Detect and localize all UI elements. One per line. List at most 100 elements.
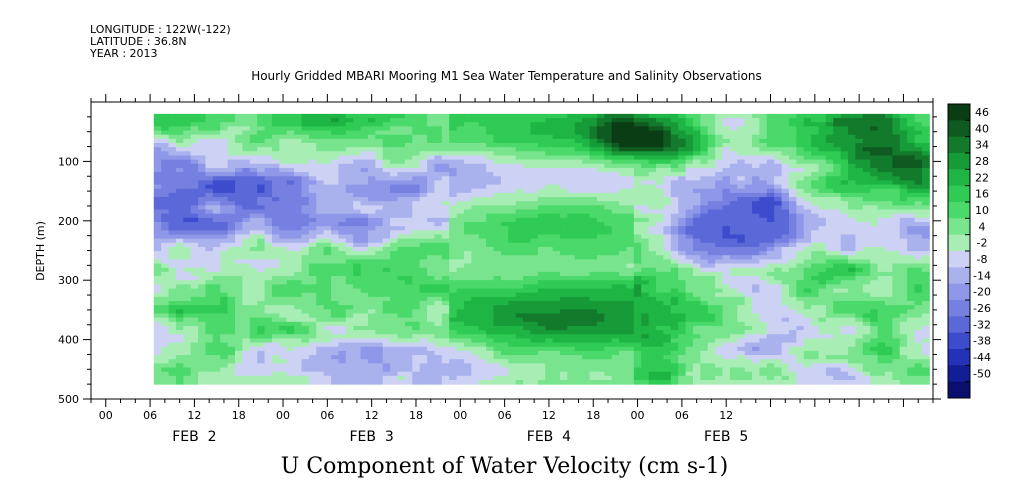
heatmap-cell bbox=[205, 188, 214, 194]
heatmap-cell bbox=[412, 367, 421, 373]
heatmap-cell bbox=[486, 246, 495, 252]
heatmap-cell bbox=[545, 371, 554, 377]
heatmap-cell bbox=[685, 163, 694, 169]
heatmap-cell bbox=[641, 188, 650, 194]
heatmap-cell bbox=[523, 330, 531, 335]
heatmap-cell bbox=[227, 313, 236, 319]
heatmap-cell bbox=[279, 255, 288, 260]
heatmap-cell bbox=[663, 238, 672, 244]
heatmap-cell bbox=[611, 209, 620, 215]
heatmap-cell bbox=[508, 221, 517, 227]
heatmap-cell bbox=[161, 205, 170, 211]
heatmap-cell bbox=[626, 350, 635, 356]
heatmap-cell bbox=[323, 188, 332, 194]
heatmap-cell bbox=[316, 147, 325, 152]
heatmap-cell bbox=[619, 363, 627, 369]
heatmap-cell bbox=[596, 255, 605, 260]
heatmap-cell bbox=[353, 296, 362, 302]
heatmap-cell bbox=[478, 317, 487, 323]
heatmap-cell bbox=[441, 251, 450, 256]
heatmap-cell bbox=[471, 267, 480, 273]
heatmap-cell bbox=[183, 267, 192, 273]
heatmap-cell bbox=[183, 338, 192, 344]
heatmap-cell bbox=[397, 309, 406, 314]
heatmap-cell bbox=[582, 288, 591, 294]
heatmap-cell bbox=[360, 234, 369, 240]
heatmap-cell bbox=[567, 276, 576, 281]
heatmap-cell bbox=[316, 188, 325, 194]
heatmap-cell bbox=[242, 330, 251, 335]
heatmap-cell bbox=[663, 350, 672, 356]
heatmap-cell bbox=[316, 155, 325, 161]
heatmap-cell bbox=[190, 267, 199, 273]
heatmap-cell bbox=[353, 213, 362, 219]
heatmap-cell bbox=[279, 271, 288, 277]
heatmap-cell bbox=[434, 192, 443, 198]
heatmap-cell bbox=[619, 246, 627, 252]
heatmap-cell bbox=[397, 255, 406, 260]
heatmap-cell bbox=[611, 342, 620, 348]
heatmap-cell bbox=[663, 118, 672, 123]
heatmap-cell bbox=[390, 379, 399, 385]
heatmap-cell bbox=[205, 325, 214, 331]
heatmap-cell bbox=[560, 188, 568, 194]
heatmap-cell bbox=[397, 134, 406, 140]
heatmap-cell bbox=[604, 367, 613, 373]
heatmap-cell bbox=[508, 238, 517, 244]
heatmap-cell bbox=[604, 288, 613, 294]
heatmap-cell bbox=[308, 284, 317, 290]
heatmap-cell bbox=[441, 155, 450, 161]
heatmap-cell bbox=[427, 309, 435, 314]
heatmap-cell bbox=[279, 313, 288, 319]
heatmap-cell bbox=[463, 330, 472, 335]
heatmap-cell bbox=[279, 209, 288, 215]
heatmap-cell bbox=[715, 226, 723, 231]
heatmap-cell bbox=[360, 176, 369, 181]
heatmap-cell bbox=[685, 338, 694, 344]
heatmap-cell bbox=[596, 309, 605, 314]
heatmap-cell bbox=[308, 172, 317, 177]
heatmap-cell bbox=[205, 363, 214, 369]
heatmap-cell bbox=[227, 142, 236, 148]
heatmap-cell bbox=[308, 134, 317, 140]
heatmap-cell bbox=[670, 201, 679, 206]
heatmap-cell bbox=[316, 134, 325, 140]
heatmap-cell bbox=[552, 180, 561, 186]
heatmap-cell bbox=[663, 242, 672, 248]
heatmap-cell bbox=[707, 321, 716, 327]
heatmap-cell bbox=[345, 172, 354, 177]
heatmap-cell bbox=[596, 167, 605, 173]
heatmap-cell bbox=[596, 367, 605, 373]
heatmap-cell bbox=[463, 242, 472, 248]
heatmap-cell bbox=[582, 217, 591, 223]
heatmap-cell bbox=[390, 188, 399, 194]
heatmap-cell bbox=[589, 142, 598, 148]
heatmap-cell bbox=[486, 355, 495, 360]
heatmap-cell bbox=[264, 255, 273, 260]
heatmap-cell bbox=[449, 359, 458, 364]
heatmap-cell bbox=[375, 130, 384, 136]
heatmap-cell bbox=[611, 292, 620, 298]
heatmap-cell bbox=[235, 176, 243, 181]
heatmap-cell bbox=[323, 300, 332, 306]
heatmap-cell bbox=[390, 255, 399, 260]
heatmap-cell bbox=[190, 238, 199, 244]
heatmap-cell bbox=[242, 271, 251, 277]
heatmap-cell bbox=[183, 255, 192, 260]
heatmap-cell bbox=[390, 180, 399, 186]
heatmap-cell bbox=[574, 113, 583, 119]
heatmap-cell bbox=[168, 325, 177, 331]
heatmap-cell bbox=[323, 122, 332, 127]
heatmap-cell bbox=[279, 334, 288, 339]
heatmap-cell bbox=[493, 172, 502, 177]
heatmap-cell bbox=[286, 267, 295, 273]
heatmap-cell bbox=[367, 134, 376, 140]
heatmap-cell bbox=[604, 226, 613, 231]
heatmap-cell bbox=[412, 147, 421, 152]
heatmap-cell bbox=[353, 192, 362, 198]
heatmap-cell bbox=[375, 271, 384, 277]
heatmap-cell bbox=[419, 321, 428, 327]
heatmap-cell bbox=[670, 338, 679, 344]
heatmap-cell bbox=[449, 255, 458, 260]
heatmap-cell bbox=[537, 305, 546, 310]
